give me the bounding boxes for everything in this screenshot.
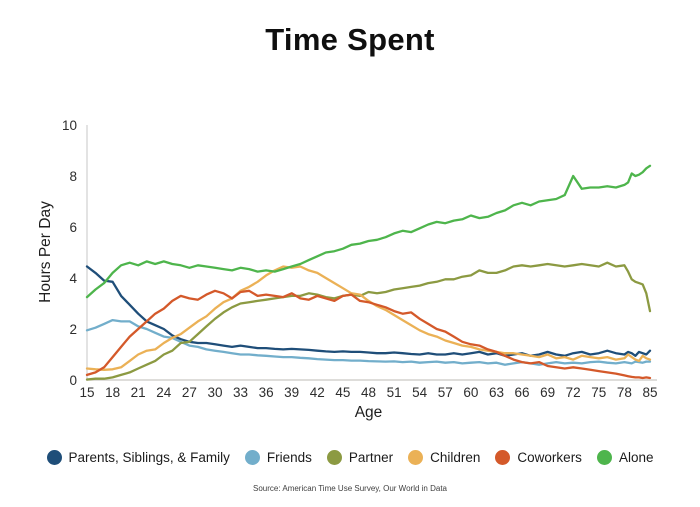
legend-swatch-parents-siblings-family (46, 449, 62, 465)
y-axis-title: Hours Per Day (37, 201, 54, 303)
x-tick-label: 57 (438, 385, 453, 400)
legend-swatch-partner (326, 449, 342, 465)
legend-label: Coworkers (517, 449, 582, 465)
legend-swatch-coworkers (495, 449, 511, 465)
series-line-children (85, 265, 652, 371)
legend-swatch-alone (596, 449, 612, 465)
x-tick-label: 18 (105, 385, 120, 400)
x-tick-label: 15 (79, 385, 94, 400)
x-tick-label: 85 (642, 385, 657, 400)
legend: Parents, Siblings, & Family Friends Partne… (0, 448, 700, 466)
legend-label: Children (430, 449, 481, 465)
x-tick-label: 27 (182, 385, 197, 400)
x-tick-label: 48 (361, 385, 376, 400)
legend-item-coworkers: Coworkers (495, 449, 582, 465)
x-tick-label: 63 (489, 385, 504, 400)
y-tick-label: 4 (69, 271, 77, 286)
series-line-coworkers (85, 289, 652, 380)
legend-item-alone: Alone (596, 449, 654, 465)
legend-item-friends: Friends (244, 449, 312, 465)
y-tick-label: 8 (69, 169, 77, 184)
x-tick-label: 30 (207, 385, 222, 400)
legend-label: Alone (618, 449, 654, 465)
x-tick-label: 24 (156, 385, 172, 400)
y-tick-label: 10 (62, 118, 77, 133)
source-note: Source: American Time Use Survey, Our Wo… (253, 484, 447, 493)
series-line-parents-siblings-family (85, 265, 652, 357)
y-tick-label: 6 (69, 220, 77, 235)
series-line-friends (85, 318, 652, 366)
legend-item-parents-siblings-family: Parents, Siblings, & Family (46, 449, 230, 465)
legend-swatch-children (408, 449, 424, 465)
series-line-partner (85, 261, 652, 381)
x-tick-label: 72 (566, 385, 581, 400)
x-tick-label: 75 (591, 385, 606, 400)
x-tick-label: 36 (259, 385, 274, 400)
chart-title: Time Spent (265, 22, 435, 57)
legend-item-children: Children (408, 449, 481, 465)
x-tick-label: 45 (335, 385, 350, 400)
legend-item-partner: Partner (326, 449, 394, 465)
x-tick-label: 42 (310, 385, 325, 400)
x-axis-title: Age (354, 404, 383, 421)
legend-swatch-friends (244, 449, 260, 465)
y-tick-label: 2 (69, 322, 77, 337)
x-tick-label: 33 (233, 385, 248, 400)
legend-label: Friends (266, 449, 312, 465)
x-tick-label: 78 (617, 385, 632, 400)
x-tick-label: 66 (514, 385, 529, 400)
legend-label: Partner (348, 449, 394, 465)
x-tick-label: 51 (387, 385, 402, 400)
x-tick-label: 60 (463, 385, 478, 400)
y-tick-label: 0 (69, 373, 77, 388)
series-line-alone (85, 164, 652, 299)
legend-label: Parents, Siblings, & Family (68, 449, 230, 465)
x-tick-label: 39 (284, 385, 299, 400)
x-tick-label: 54 (412, 385, 428, 400)
x-tick-label: 21 (131, 385, 146, 400)
x-tick-label: 69 (540, 385, 555, 400)
